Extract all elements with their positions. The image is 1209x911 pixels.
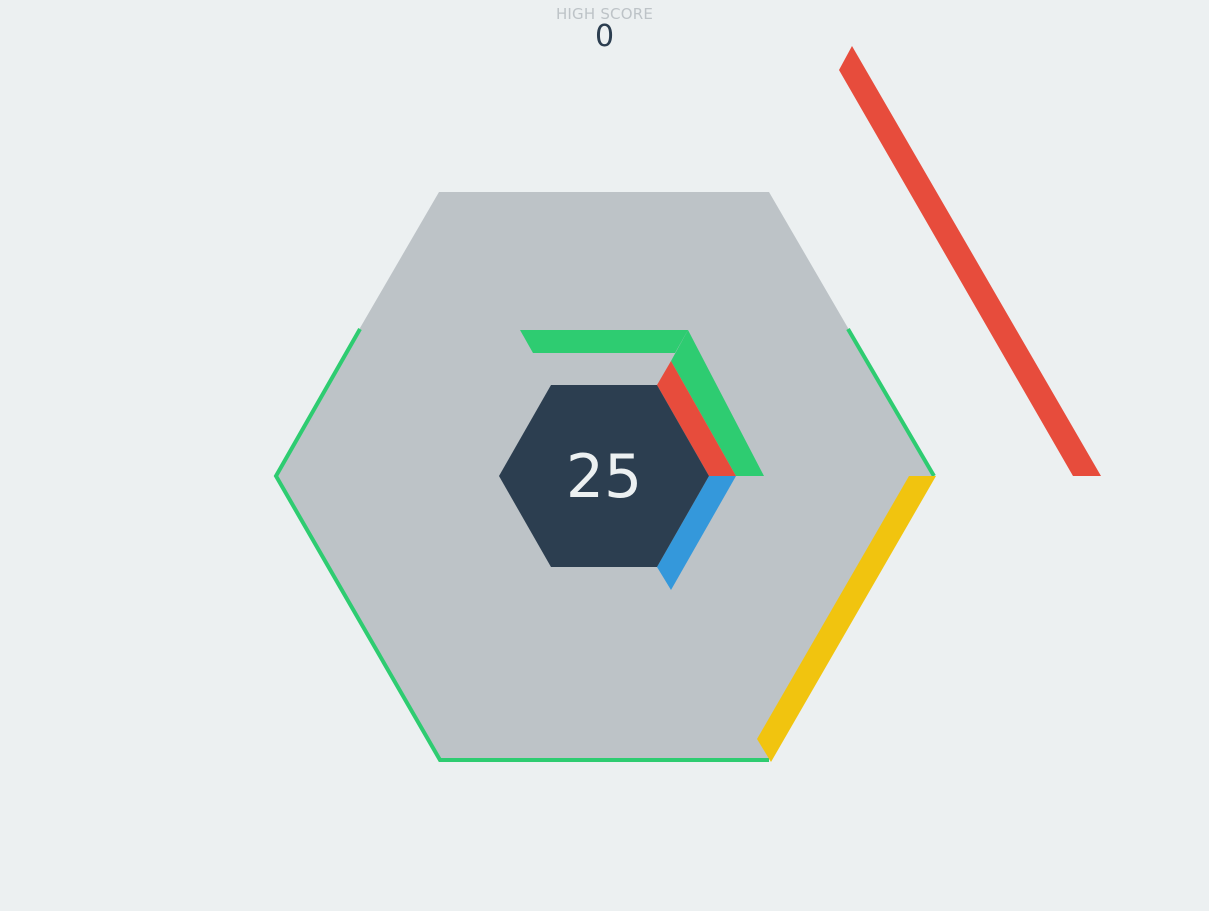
hexagon-outline [273,327,936,762]
incoming-block-red [839,46,1101,476]
center-hexagon [499,385,709,567]
incoming-block-yellow [757,476,936,762]
block-lower-right-blue [657,476,736,590]
high-score-label: HIGH SCORE [555,5,654,23]
outline-segment-right [846,327,936,478]
block-upper-green [520,330,688,353]
block-upper-right-red [657,361,736,476]
block-upper-right-green [671,330,764,476]
high-score-value: 0 [594,19,615,54]
current-score: 25 [566,442,642,512]
outline-segment-left [273,328,604,762]
